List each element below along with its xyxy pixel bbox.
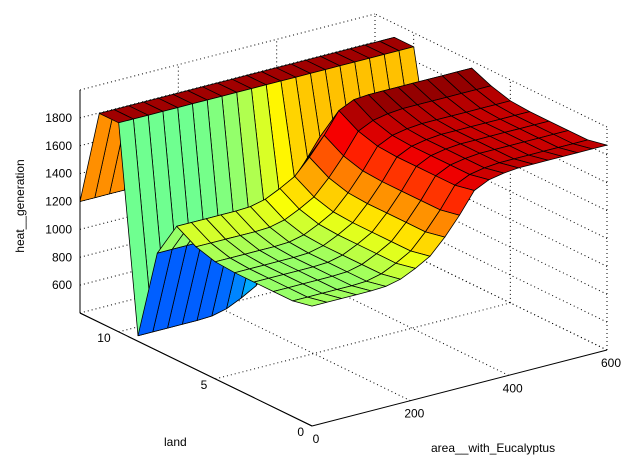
- y-tick-label: 5: [201, 378, 208, 392]
- x-tick-label: 600: [601, 356, 621, 370]
- z-tick-label: 600: [52, 278, 72, 292]
- z-tick-label: 1400: [45, 167, 72, 181]
- x-tick-label: 200: [404, 407, 424, 421]
- z-tick-label: 1000: [45, 222, 72, 236]
- z-tick-label: 1200: [45, 195, 72, 209]
- z-tick-label: 800: [52, 250, 72, 264]
- surface: [79, 37, 608, 337]
- x-tick-label: 400: [503, 381, 523, 395]
- x-tick-label: 0: [313, 432, 320, 446]
- y-grid-floor: [215, 302, 511, 380]
- y-axis-label: land: [164, 435, 187, 449]
- z-axis-label: heat__generation: [13, 159, 27, 252]
- z-tick-label: 1600: [45, 139, 72, 153]
- y-tick-label: 0: [297, 425, 304, 439]
- y-grid-floor: [118, 255, 414, 333]
- z-grid-back: [79, 41, 376, 119]
- back-top-edge: [79, 13, 376, 91]
- z-tick-label: 1800: [45, 111, 72, 125]
- y-axis-line: [79, 312, 313, 427]
- tick-labels: 600 800 1000 1200 1400 1600 1800 0 200 400 600 0 5 10: [45, 111, 621, 446]
- x-axis-label: area__with_Eucalyptus: [431, 441, 555, 455]
- y-tick-label: 10: [97, 331, 111, 345]
- surface-facet: [292, 296, 328, 307]
- x-axis-line: [311, 349, 608, 427]
